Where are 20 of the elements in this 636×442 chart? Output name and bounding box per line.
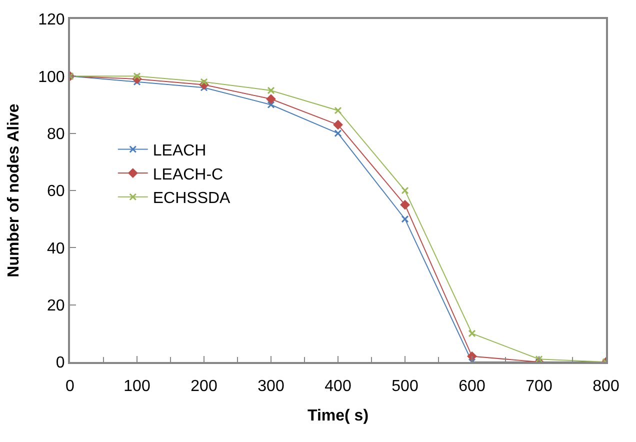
legend-label: LEACH <box>152 142 206 160</box>
legend-label: LEACH-C <box>152 166 224 184</box>
x-tick-label: 600 <box>458 378 486 396</box>
x-tick-label: 700 <box>526 378 552 396</box>
x-tick-label: 100 <box>124 378 150 396</box>
legend-label: ECHSSDA <box>152 190 231 208</box>
y-tick-label: 0 <box>56 354 65 372</box>
y-axis-title: Number of nodes Alive <box>5 104 22 278</box>
x-tick-label: 200 <box>190 378 218 396</box>
x-tick-label: 800 <box>592 378 620 396</box>
y-tick-label: 40 <box>47 240 65 258</box>
x-tick-label: 400 <box>324 378 352 396</box>
y-tick-label: 20 <box>47 297 65 314</box>
y-tick-label: 80 <box>47 126 65 143</box>
y-tick-label: 100 <box>38 68 65 86</box>
x-axis-title: Time( s) <box>307 407 369 424</box>
y-tick-label: 120 <box>38 12 65 29</box>
x-tick-label: 500 <box>392 378 418 396</box>
x-tick-label: 300 <box>258 378 284 396</box>
y-tick-label: 60 <box>47 183 65 200</box>
